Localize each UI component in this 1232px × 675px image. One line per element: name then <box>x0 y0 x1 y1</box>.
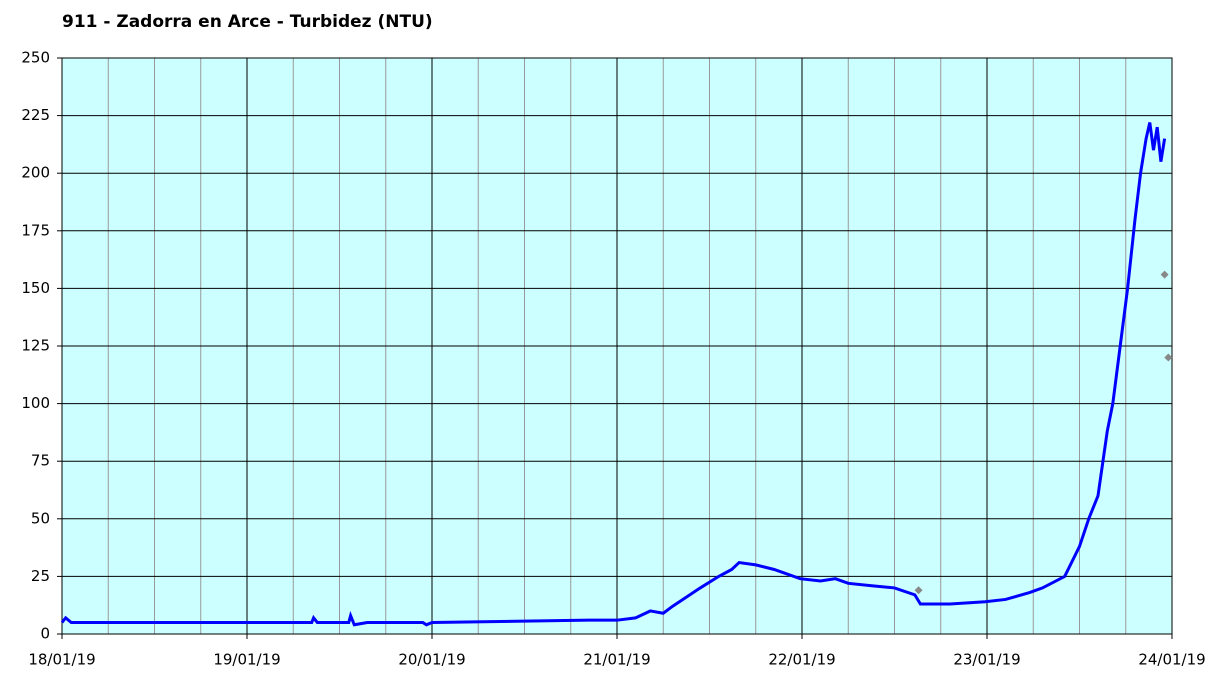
y-tick-label: 25 <box>31 567 50 585</box>
x-tick-label: 19/01/19 <box>213 651 280 669</box>
y-tick-label: 75 <box>31 452 50 470</box>
y-tick-label: 50 <box>31 509 50 527</box>
y-tick-label: 150 <box>21 279 50 297</box>
x-tick-label: 24/01/19 <box>1138 651 1205 669</box>
x-tick-label: 22/01/19 <box>768 651 835 669</box>
y-tick-label: 225 <box>21 106 50 124</box>
x-tick-label: 20/01/19 <box>398 651 465 669</box>
plot-border <box>61 57 1173 635</box>
x-tick-label: 21/01/19 <box>583 651 650 669</box>
chart-title: 911 - Zadorra en Arce - Turbidez (NTU) <box>62 12 433 32</box>
x-tick-label: 23/01/19 <box>953 651 1020 669</box>
y-tick-label: 0 <box>40 625 50 643</box>
y-tick-label: 125 <box>21 337 50 355</box>
y-tick-label: 100 <box>21 394 50 412</box>
y-tick-label: 200 <box>21 164 50 182</box>
data-line <box>60 122 1167 627</box>
y-tick-label: 175 <box>21 221 50 239</box>
data-point <box>1164 353 1173 362</box>
data-point <box>914 586 923 595</box>
data-point <box>1160 270 1169 279</box>
x-tick-label: 18/01/19 <box>28 651 95 669</box>
y-tick-label: 250 <box>21 49 50 67</box>
